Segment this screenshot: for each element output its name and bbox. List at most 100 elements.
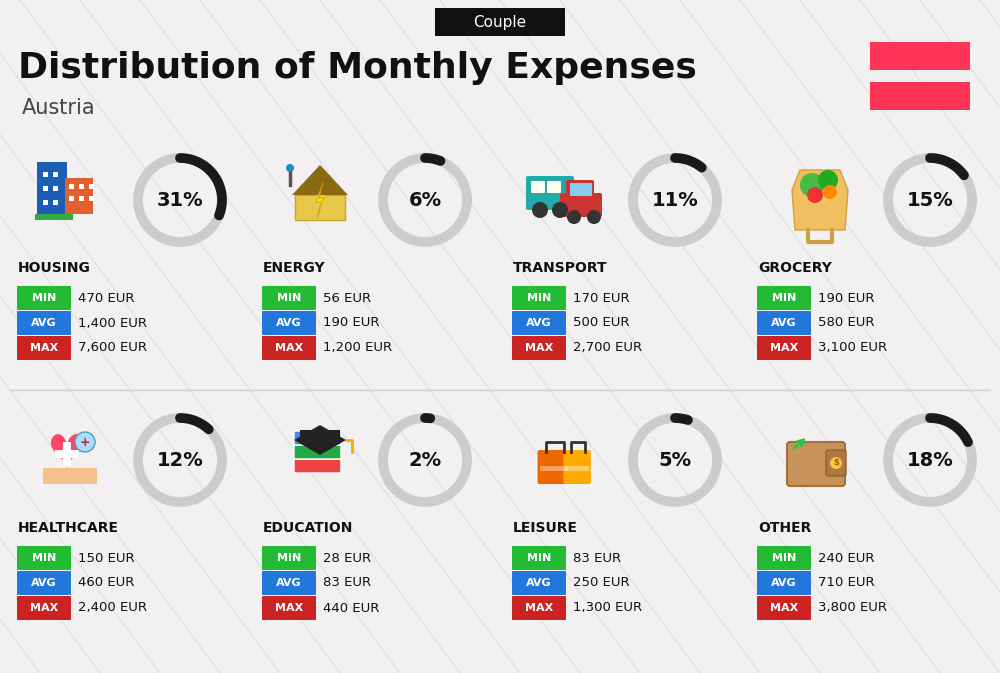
FancyBboxPatch shape [43,186,48,191]
FancyBboxPatch shape [566,180,594,200]
Text: HOUSING: HOUSING [18,261,91,275]
Text: 2%: 2% [408,450,442,470]
FancyBboxPatch shape [757,286,811,310]
Text: AVG: AVG [771,578,797,588]
FancyBboxPatch shape [512,571,566,595]
Circle shape [587,210,601,224]
FancyBboxPatch shape [757,571,811,595]
Text: 18%: 18% [907,450,953,470]
Text: AVG: AVG [276,318,302,328]
Text: Austria: Austria [22,98,96,118]
FancyBboxPatch shape [757,546,811,570]
Text: $: $ [833,458,839,468]
FancyBboxPatch shape [526,176,574,210]
Circle shape [818,170,838,190]
FancyBboxPatch shape [17,286,71,310]
FancyBboxPatch shape [17,311,71,335]
FancyBboxPatch shape [787,442,845,486]
Circle shape [75,432,95,452]
FancyBboxPatch shape [17,546,71,570]
Text: MIN: MIN [772,293,796,303]
FancyBboxPatch shape [17,336,71,360]
Text: +: + [80,435,90,448]
Text: HEALTHCARE: HEALTHCARE [18,521,119,535]
FancyBboxPatch shape [294,445,341,459]
Circle shape [807,187,823,203]
Polygon shape [292,165,348,195]
Text: 15%: 15% [907,190,953,209]
FancyBboxPatch shape [35,214,73,220]
Text: ENERGY: ENERGY [263,261,326,275]
Text: 190 EUR: 190 EUR [818,291,874,304]
FancyBboxPatch shape [262,311,316,335]
FancyBboxPatch shape [531,181,545,193]
FancyBboxPatch shape [512,596,566,620]
FancyBboxPatch shape [69,196,74,201]
Text: 500 EUR: 500 EUR [573,316,630,330]
Text: MIN: MIN [32,553,56,563]
FancyBboxPatch shape [43,200,48,205]
FancyBboxPatch shape [512,336,566,360]
Text: AVG: AVG [276,578,302,588]
Text: 440 EUR: 440 EUR [323,602,379,614]
Text: AVG: AVG [526,318,552,328]
Text: MAX: MAX [275,603,303,613]
Polygon shape [792,170,848,230]
Text: MIN: MIN [32,293,56,303]
FancyBboxPatch shape [262,286,316,310]
FancyBboxPatch shape [757,596,811,620]
Text: 3,100 EUR: 3,100 EUR [818,341,887,355]
Text: MIN: MIN [277,553,301,563]
FancyBboxPatch shape [512,286,566,310]
Circle shape [800,173,824,197]
Text: MAX: MAX [770,603,798,613]
Text: 6%: 6% [408,190,442,209]
Text: 1,400 EUR: 1,400 EUR [78,316,147,330]
Text: 710 EUR: 710 EUR [818,577,875,590]
Polygon shape [295,175,345,220]
Text: 31%: 31% [157,190,203,209]
Text: 2,400 EUR: 2,400 EUR [78,602,147,614]
FancyBboxPatch shape [540,466,568,471]
Text: MAX: MAX [525,603,553,613]
FancyBboxPatch shape [294,431,341,445]
FancyBboxPatch shape [538,450,570,484]
Text: 3,800 EUR: 3,800 EUR [818,602,887,614]
Text: 190 EUR: 190 EUR [323,316,380,330]
FancyBboxPatch shape [826,450,846,476]
FancyBboxPatch shape [512,311,566,335]
FancyBboxPatch shape [581,183,592,196]
Text: 7,600 EUR: 7,600 EUR [78,341,147,355]
Circle shape [830,457,842,469]
Text: 1,200 EUR: 1,200 EUR [323,341,392,355]
FancyBboxPatch shape [53,172,58,177]
FancyBboxPatch shape [17,596,71,620]
Text: 470 EUR: 470 EUR [78,291,134,304]
Text: MIN: MIN [527,293,551,303]
Text: MIN: MIN [772,553,796,563]
Text: 150 EUR: 150 EUR [78,551,135,565]
FancyBboxPatch shape [89,184,94,189]
FancyBboxPatch shape [17,571,71,595]
Polygon shape [316,182,324,218]
Text: 56 EUR: 56 EUR [323,291,371,304]
Circle shape [567,210,581,224]
Polygon shape [294,425,346,455]
Text: MIN: MIN [277,293,301,303]
FancyBboxPatch shape [79,196,84,201]
FancyBboxPatch shape [262,596,316,620]
FancyBboxPatch shape [870,42,970,70]
FancyBboxPatch shape [512,546,566,570]
FancyBboxPatch shape [53,200,58,205]
FancyBboxPatch shape [55,450,79,458]
FancyBboxPatch shape [547,181,561,193]
Text: 83 EUR: 83 EUR [323,577,371,590]
Text: GROCERY: GROCERY [758,261,832,275]
Text: Distribution of Monthly Expenses: Distribution of Monthly Expenses [18,51,697,85]
Text: 250 EUR: 250 EUR [573,577,630,590]
Text: 2,700 EUR: 2,700 EUR [573,341,642,355]
Text: Couple: Couple [473,15,527,30]
Text: AVG: AVG [31,578,57,588]
FancyBboxPatch shape [870,82,970,110]
FancyBboxPatch shape [565,466,589,471]
